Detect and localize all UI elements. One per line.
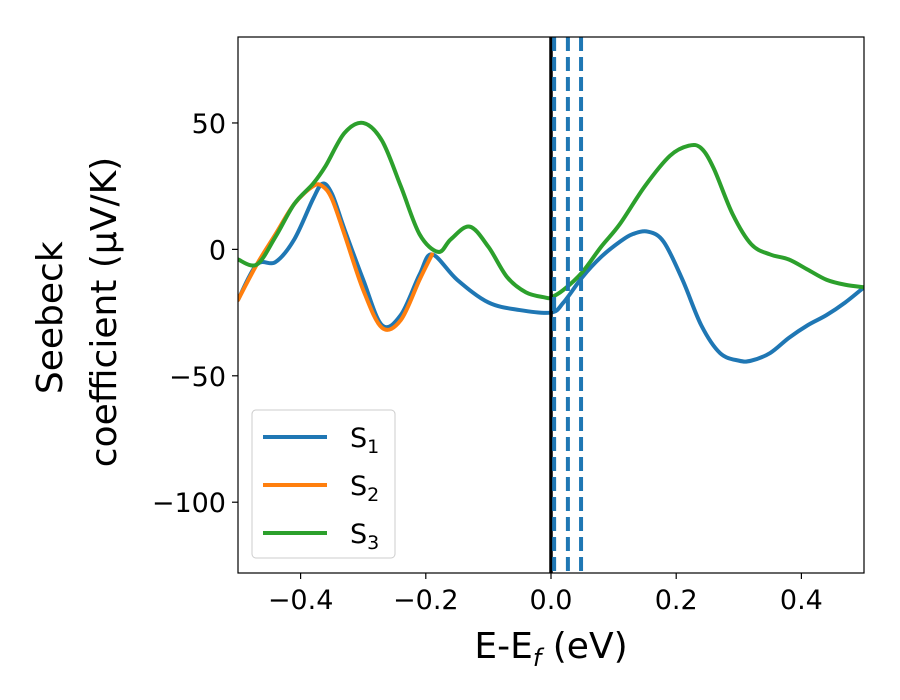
y-tick-label: 0 bbox=[209, 235, 226, 266]
series-line-s3 bbox=[238, 120, 864, 301]
y-axis-label-line1: Seebeck bbox=[30, 241, 71, 394]
x-tick-label: −0.4 bbox=[268, 585, 334, 616]
y-axis-label-line2: coefficient (μV/K) bbox=[84, 157, 125, 467]
legend: S1 S2 S3 bbox=[251, 409, 396, 559]
legend-label-s3: S3 bbox=[350, 519, 379, 554]
y-axis-label: Seebeck coefficient (μV/K) bbox=[30, 157, 125, 467]
x-tick-label: 0.0 bbox=[530, 585, 573, 616]
y-tick-label: −100 bbox=[152, 488, 226, 519]
series-line-s1 bbox=[238, 181, 864, 364]
x-axis-label: E-Ef (eV) bbox=[474, 626, 627, 672]
legend-label-s2: S2 bbox=[350, 471, 379, 506]
y-tick-label: 50 bbox=[192, 109, 226, 140]
legend-label-s1: S1 bbox=[350, 423, 379, 458]
x-tick-label: 0.4 bbox=[780, 585, 823, 616]
x-tick-label: −0.2 bbox=[393, 585, 459, 616]
y-tick-label: −50 bbox=[169, 362, 226, 393]
x-tick-label: 0.2 bbox=[655, 585, 698, 616]
